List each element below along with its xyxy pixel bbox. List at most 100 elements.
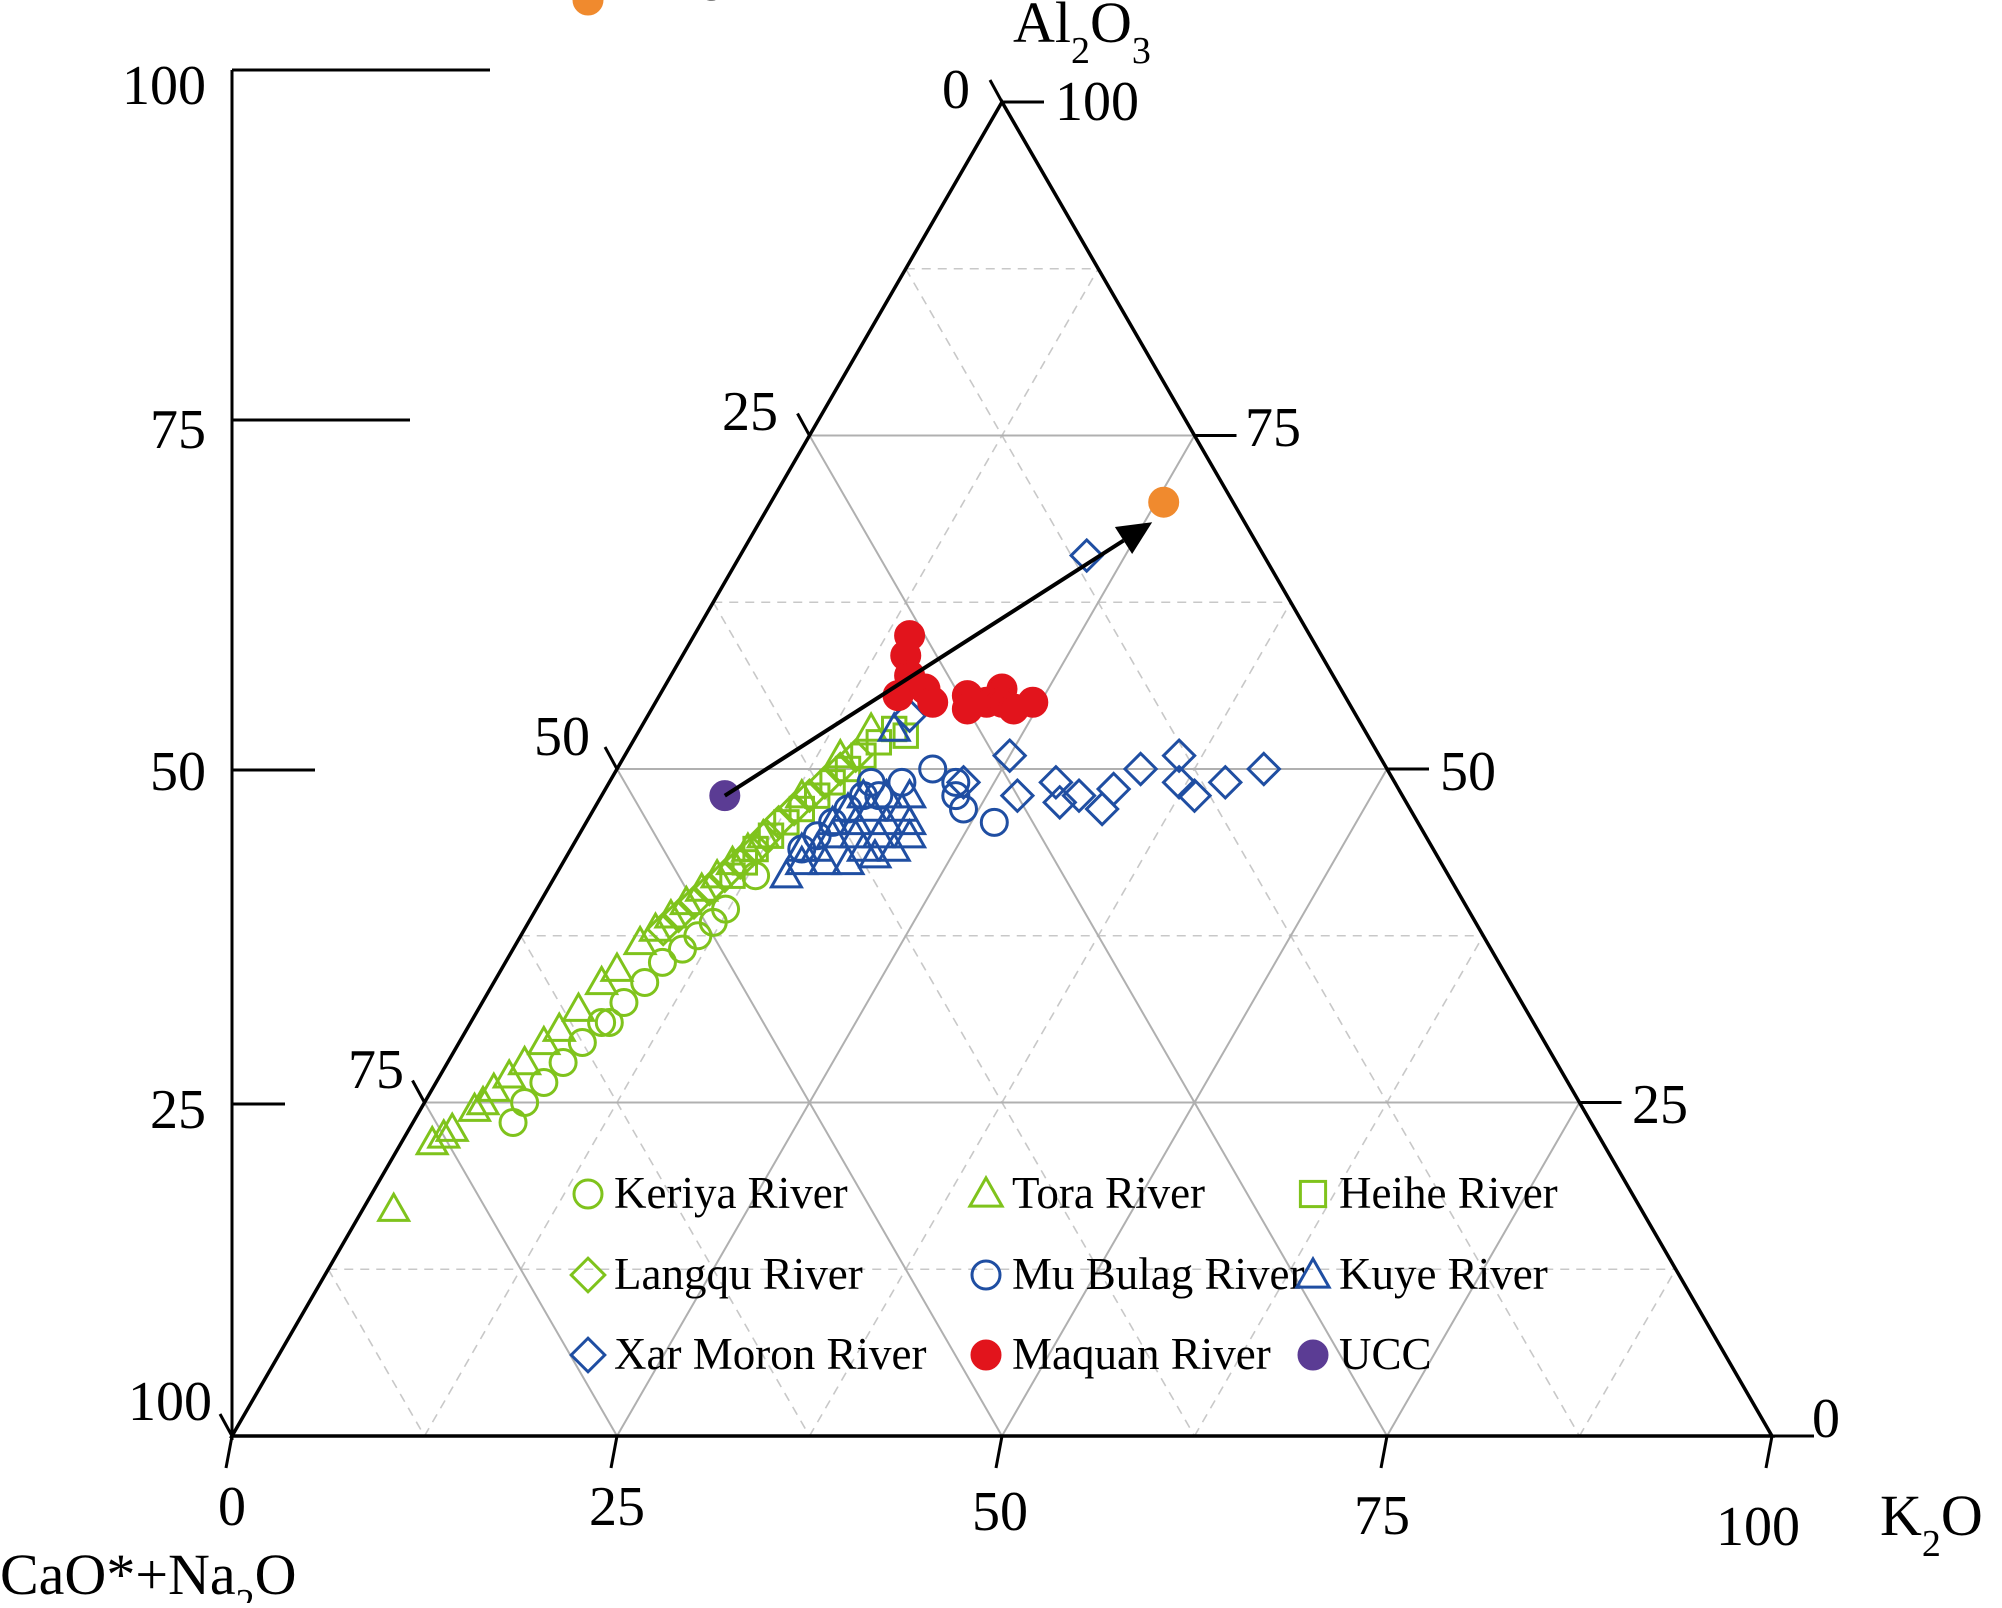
left-edge-tick-50: 50	[534, 706, 590, 768]
right-edge-tick-75: 75	[1245, 397, 1301, 459]
legend-label: Maquan River	[1012, 1329, 1271, 1379]
legend-label: UCC	[1339, 1329, 1432, 1379]
data-point	[822, 737, 858, 769]
data-point	[645, 911, 681, 947]
bottom-tick-50: 50	[972, 1481, 1028, 1543]
grid-line-c-37.5	[712, 601, 1196, 1437]
data-point	[498, 1108, 528, 1138]
right-edge-tick-50: 50	[1440, 741, 1496, 803]
triangle-frame	[218, 79, 1814, 1469]
data-point	[807, 764, 843, 801]
grid-lines	[327, 267, 1677, 1437]
data-point	[999, 777, 1036, 814]
data-point	[917, 686, 949, 718]
grid-line-c-75	[423, 1102, 618, 1437]
data-point	[434, 1111, 470, 1142]
legend-marker	[967, 1174, 1005, 1208]
data-point	[892, 804, 928, 836]
left-edge-tickmark-100	[218, 1413, 234, 1437]
scale-tick-25: 25	[150, 1079, 206, 1141]
data-point	[1207, 764, 1244, 801]
apex-label-al2o3: Al2O3	[1013, 0, 1151, 72]
data-point	[748, 817, 785, 854]
data-point	[722, 844, 758, 881]
data-point	[822, 751, 859, 787]
legend-item-maquan-river: Maquan River	[970, 1329, 1271, 1379]
legend-marker	[1297, 1339, 1329, 1371]
legend-label: Tora River	[1012, 1168, 1205, 1218]
grid-line-c-25	[808, 435, 1388, 1437]
data-point	[1095, 771, 1132, 807]
legend-item-xar-moron-river: Xar Moron River	[569, 1329, 926, 1379]
bottom-tickmark-75	[1379, 1435, 1389, 1469]
legend-item-tora-river: Tora River	[967, 1168, 1205, 1218]
data-point	[1038, 764, 1074, 801]
data-point	[1148, 486, 1180, 518]
bottom-tick-100: 100	[1716, 1496, 1800, 1558]
data-point	[1122, 751, 1159, 787]
data-point	[510, 1088, 540, 1117]
right-edge-tick-100: 100	[1055, 71, 1139, 133]
series-keriya-river	[498, 861, 771, 1138]
scale-tick-50: 50	[150, 741, 206, 803]
legend-marker	[569, 1336, 607, 1374]
legend-marker	[1294, 1255, 1332, 1289]
data-point	[609, 987, 639, 1017]
data-point	[599, 951, 635, 982]
legend-marker	[572, 1178, 604, 1210]
legend-item-mu-bulag-river: Mu Bulag River	[970, 1249, 1304, 1299]
grid-line-k-37.5	[808, 601, 1292, 1437]
data-point	[1042, 784, 1078, 821]
vertical-scale	[230, 68, 490, 1440]
legend-marker	[970, 1339, 1002, 1371]
data-point	[707, 857, 743, 894]
legend: Keriya River Tora River Heihe River Langqu …	[569, 0, 1558, 1379]
grid-line-k-25	[616, 435, 1196, 1437]
data-points	[376, 486, 1282, 1222]
data-point	[376, 1191, 412, 1222]
left-edge-tickmark-75	[411, 1079, 426, 1104]
data-point	[507, 1044, 543, 1076]
bottom-tick-75: 75	[1354, 1485, 1410, 1547]
legend-label: Xar Moron River	[614, 1329, 926, 1379]
apex-label-k2o: K2O	[1880, 1483, 1983, 1565]
data-point	[791, 777, 828, 814]
left-edge-tick-0: 0	[942, 59, 970, 121]
arrow-shaft	[723, 538, 1125, 798]
bottom-tickmark-0	[224, 1435, 234, 1469]
scale-tick-75: 75	[150, 399, 206, 461]
scale-tick-100: 100	[122, 55, 206, 117]
data-point	[979, 807, 1009, 837]
series-kuye-river	[768, 711, 928, 889]
right-edge-tick-25: 25	[1632, 1074, 1688, 1136]
data-point	[647, 947, 677, 977]
data-point	[865, 729, 892, 756]
left-edge-tickmark-50	[603, 746, 619, 770]
grid-line-k-62.5	[1193, 935, 1484, 1437]
trend-arrow	[723, 522, 1153, 798]
bottom-tick-25: 25	[589, 1476, 645, 1538]
series-langqu-river	[645, 737, 874, 947]
legend-item-langqu-river: Langqu River	[569, 1249, 863, 1299]
data-point	[760, 804, 797, 841]
left-edge-tickmark-25	[796, 412, 811, 437]
data-point	[1017, 686, 1049, 718]
data-point	[426, 1117, 462, 1149]
legend-item-heihe-river: Heihe River	[1298, 1168, 1558, 1218]
data-point	[676, 884, 712, 921]
legend-label: Kuye River	[1339, 1249, 1548, 1299]
data-point	[1061, 777, 1097, 814]
right-edge-tick-0: 0	[1812, 1388, 1840, 1450]
data-point	[850, 742, 877, 769]
grid-line-k-75	[1386, 1102, 1581, 1437]
data-point	[892, 722, 919, 749]
legend-item-paas: PAAS	[572, 0, 725, 16]
legend-marker	[970, 1259, 1002, 1291]
data-point	[918, 754, 948, 784]
grid-line-c-50	[616, 768, 1003, 1437]
series-maquan-river	[882, 620, 1049, 725]
grid-line-k-87.5	[1578, 1268, 1677, 1437]
data-point	[541, 1011, 577, 1042]
legend-marker	[569, 1256, 607, 1294]
